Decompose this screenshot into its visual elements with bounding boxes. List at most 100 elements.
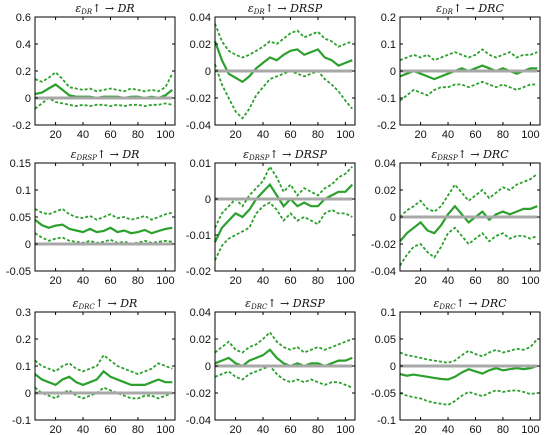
plot-frame	[214, 162, 356, 272]
title-arrow: ↑ →	[456, 297, 481, 310]
series-mean-line	[214, 348, 353, 368]
title-response: DRC	[482, 148, 509, 161]
y-tick-label: 0.02	[190, 334, 211, 346]
x-tick-label: 60	[469, 129, 481, 141]
y-tick-label: -0.02	[186, 93, 211, 105]
series-upper-line	[214, 330, 353, 354]
title-shock-subscript: DRSP	[436, 154, 458, 162]
series-upper-line	[214, 164, 353, 229]
title-shock-subscript: DR	[441, 8, 454, 16]
panel-title: εDR↑ → DRC	[436, 2, 504, 16]
series-lower-line	[399, 389, 538, 406]
irf-panel-4: εDRSP↑ → DR 20 40 60 80 100 -0.05 0 0.05 0.1 0.15	[6, 148, 176, 287]
irf-panel-7: εDRC↑ → DR 20 40 60 80 100 -0.1 0 0.1 0.2 0.3	[12, 297, 176, 435]
x-tick-label: 80	[497, 129, 509, 141]
title-epsilon: ε	[245, 297, 251, 310]
title-response: DRC	[477, 2, 504, 15]
x-tick-label: 60	[284, 424, 296, 435]
x-tick-label: 20	[229, 275, 241, 287]
y-tick-label: 0	[205, 66, 211, 78]
title-arrow: ↑ →	[267, 297, 292, 310]
title-epsilon: ε	[433, 297, 439, 310]
x-tick-label: 40	[257, 129, 269, 141]
y-tick-label: 0.02	[375, 185, 396, 197]
title-epsilon: ε	[431, 148, 437, 161]
title-shock-subscript: DRSP	[248, 154, 270, 162]
y-tick-label: 0.1	[381, 39, 396, 51]
title-shock-subscript: DRC	[78, 303, 96, 311]
x-tick-label: 80	[497, 275, 509, 287]
series-upper-line	[399, 338, 538, 364]
y-tick-label: -0.2	[377, 120, 396, 132]
x-tick-label: 60	[104, 275, 116, 287]
x-tick-label: 80	[132, 424, 144, 435]
x-tick-label: 100	[521, 424, 539, 435]
x-tick-label: 60	[469, 424, 481, 435]
x-tick-label: 20	[414, 275, 426, 287]
title-epsilon: ε	[71, 148, 77, 161]
x-tick-label: 40	[257, 275, 269, 287]
y-tick-label: 0.6	[16, 12, 31, 24]
panel-title: εDR↑ → DR	[75, 2, 134, 16]
series-lower-line	[399, 226, 538, 267]
y-tick-label: 0.04	[190, 307, 211, 319]
y-tick-label: 0.4	[16, 39, 31, 51]
series-lower-line	[399, 80, 538, 102]
series-lower-line	[214, 64, 353, 120]
y-tick-label: -0.04	[186, 120, 211, 132]
title-response: DRSP	[292, 297, 326, 310]
series-upper-line	[34, 71, 174, 93]
title-epsilon: ε	[436, 2, 442, 15]
series-upper-line	[34, 207, 173, 221]
x-tick-label: 80	[497, 424, 509, 435]
y-tick-label: 0.02	[190, 39, 211, 51]
x-tick-label: 60	[284, 129, 296, 141]
y-tick-label: 0.15	[10, 158, 31, 170]
title-arrow: ↑ →	[97, 148, 122, 161]
title-epsilon: ε	[248, 2, 254, 15]
y-tick-label: 0.05	[375, 334, 396, 346]
y-tick-label: 0	[390, 361, 396, 373]
y-tick-label: 0.05	[10, 212, 31, 224]
y-tick-label: -0.02	[186, 266, 211, 278]
y-tick-label: 0.3	[16, 307, 31, 319]
y-tick-label: -0.1	[12, 415, 31, 427]
title-epsilon: ε	[243, 148, 249, 161]
series-lower-line	[34, 386, 173, 400]
panel-title: εDRSP↑ → DRSP	[243, 148, 327, 162]
x-tick-label: 40	[257, 424, 269, 435]
series-upper-line	[214, 23, 353, 59]
x-tick-label: 40	[442, 275, 454, 287]
y-tick-label: 0.1	[381, 307, 396, 319]
panel-title: εDR↑ → DRSP	[248, 2, 323, 16]
x-tick-label: 40	[77, 424, 89, 435]
title-epsilon: ε	[73, 297, 79, 310]
irf-panel-3: εDR↑ → DRC 20 40 60 80 100 -0.2 -0.1 0 0.1 0.2	[377, 2, 541, 141]
title-response: DRSP	[294, 148, 328, 161]
y-tick-label: -0.1	[377, 415, 396, 427]
series-lower-line	[34, 96, 173, 110]
x-tick-label: 40	[442, 424, 454, 435]
series-mean-line	[399, 364, 538, 381]
x-tick-label: 40	[442, 129, 454, 141]
y-tick-label: 0	[25, 388, 31, 400]
y-tick-label: -0.05	[6, 266, 31, 278]
y-tick-label: 0.1	[16, 361, 31, 373]
y-tick-label: 0.04	[375, 158, 396, 170]
y-tick-label: 0.1	[16, 185, 31, 197]
title-response: DR	[119, 297, 137, 310]
y-tick-label: 0.01	[190, 158, 211, 170]
y-tick-label: 0.2	[381, 12, 396, 24]
title-shock-subscript: DRC	[438, 303, 456, 311]
title-arrow: ↑ →	[458, 148, 483, 161]
y-tick-label: 0	[205, 194, 211, 206]
x-tick-label: 60	[469, 275, 481, 287]
x-tick-label: 100	[156, 424, 174, 435]
x-tick-label: 60	[104, 129, 116, 141]
x-tick-label: 20	[414, 129, 426, 141]
x-tick-label: 80	[132, 275, 144, 287]
y-tick-label: -0.04	[186, 415, 211, 427]
